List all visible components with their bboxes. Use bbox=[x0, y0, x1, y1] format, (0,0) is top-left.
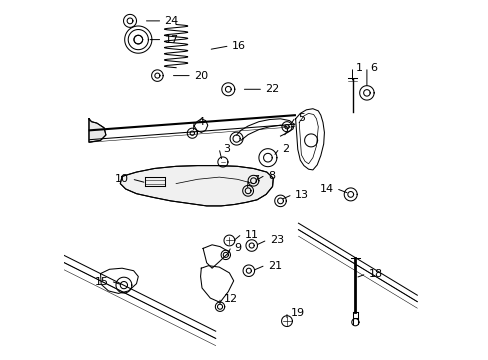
Text: 6: 6 bbox=[370, 63, 377, 73]
Text: 7: 7 bbox=[251, 175, 258, 185]
Text: 1: 1 bbox=[355, 63, 363, 73]
Text: 21: 21 bbox=[267, 261, 282, 271]
Text: 24: 24 bbox=[164, 16, 179, 26]
Text: 13: 13 bbox=[294, 190, 308, 200]
Text: 10: 10 bbox=[115, 174, 129, 184]
Text: 3: 3 bbox=[223, 144, 229, 154]
Text: 19: 19 bbox=[290, 308, 304, 318]
Polygon shape bbox=[89, 119, 106, 142]
Text: 15: 15 bbox=[94, 276, 108, 287]
Text: 5: 5 bbox=[298, 113, 305, 123]
Text: 14: 14 bbox=[319, 184, 333, 194]
Text: 22: 22 bbox=[265, 84, 279, 94]
Text: 2: 2 bbox=[282, 144, 289, 154]
Polygon shape bbox=[120, 166, 273, 206]
Text: 8: 8 bbox=[267, 171, 274, 181]
Text: 23: 23 bbox=[269, 235, 283, 246]
Text: 18: 18 bbox=[368, 269, 382, 279]
Text: 11: 11 bbox=[244, 230, 258, 240]
Text: 4: 4 bbox=[197, 117, 204, 127]
Text: 17: 17 bbox=[164, 35, 178, 45]
Text: 12: 12 bbox=[223, 294, 237, 304]
Text: 9: 9 bbox=[234, 243, 241, 253]
Text: 16: 16 bbox=[231, 41, 245, 51]
Text: 20: 20 bbox=[194, 71, 208, 81]
